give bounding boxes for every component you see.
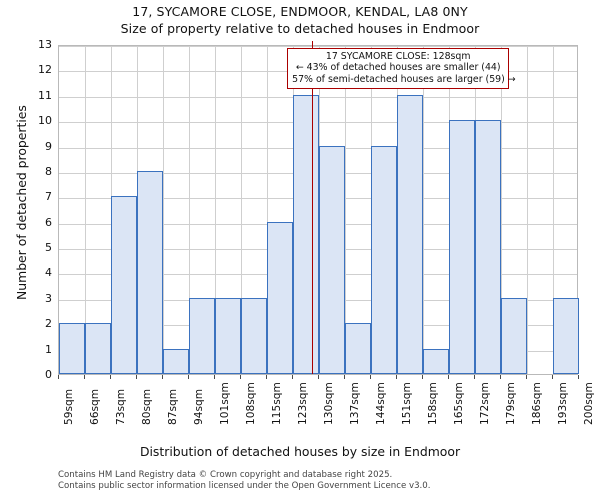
footer-line-1: Contains HM Land Registry data © Crown c… xyxy=(58,470,393,480)
gridline-vertical xyxy=(553,46,554,374)
histogram-bar xyxy=(345,323,371,374)
gridline-vertical xyxy=(215,46,216,374)
gridline-vertical xyxy=(267,46,268,374)
y-tick-label: 12 xyxy=(38,63,52,77)
x-tick-label: 123sqm xyxy=(296,382,309,425)
gridline-vertical xyxy=(189,46,190,374)
y-tick-label: 1 xyxy=(45,342,52,356)
x-tick-mark xyxy=(500,375,501,379)
x-tick-label: 158sqm xyxy=(426,382,439,425)
gridline-vertical xyxy=(345,46,346,374)
gridline-horizontal xyxy=(59,46,577,47)
y-tick-label: 13 xyxy=(38,38,52,51)
x-tick-mark xyxy=(318,375,319,379)
histogram-bar xyxy=(267,221,293,374)
histogram-bar xyxy=(189,297,215,374)
x-tick-mark xyxy=(474,375,475,379)
histogram-bar xyxy=(397,94,423,374)
histogram-bar xyxy=(371,145,397,374)
x-tick-label: 165sqm xyxy=(452,382,465,425)
footer-attribution: Contains HM Land Registry data © Crown c… xyxy=(58,470,430,491)
annotation-line-1: 17 SYCAMORE CLOSE: 128sqm xyxy=(325,51,471,62)
gridline-vertical xyxy=(85,46,86,374)
x-tick-label: 87sqm xyxy=(166,388,179,425)
x-tick-label: 186sqm xyxy=(530,382,543,425)
gridline-vertical xyxy=(241,46,242,374)
x-tick-label: 94sqm xyxy=(192,388,205,425)
x-tick-mark xyxy=(448,375,449,379)
x-tick-label: 144sqm xyxy=(374,382,387,425)
histogram-bar xyxy=(137,170,163,374)
x-tick-label: 73sqm xyxy=(114,388,127,425)
x-tick-mark xyxy=(292,375,293,379)
x-tick-label: 172sqm xyxy=(478,382,491,425)
x-tick-mark xyxy=(266,375,267,379)
histogram-bar xyxy=(449,120,475,374)
x-tick-label: 59sqm xyxy=(62,388,75,425)
x-tick-mark xyxy=(422,375,423,379)
histogram-bar xyxy=(553,297,579,374)
gridline-vertical xyxy=(163,46,164,374)
gridline-vertical xyxy=(527,46,528,374)
x-tick-label: 200sqm xyxy=(582,382,595,425)
x-tick-label: 101sqm xyxy=(218,382,231,425)
x-tick-mark xyxy=(552,375,553,379)
annotation-line-3: 57% of semi-detached houses are larger (… xyxy=(292,73,516,85)
x-tick-mark xyxy=(84,375,85,379)
histogram-bar xyxy=(59,323,85,374)
footer-line-2: Contains public sector information licen… xyxy=(58,480,431,491)
x-tick-label: 108sqm xyxy=(244,382,257,425)
plot-area xyxy=(58,41,579,375)
x-tick-mark xyxy=(396,375,397,379)
chart-title-line1: 17, SYCAMORE CLOSE, ENDMOOR, KENDAL, LA8… xyxy=(132,4,468,19)
x-tick-label: 179sqm xyxy=(504,382,517,425)
histogram-bar xyxy=(163,348,189,374)
x-tick-mark xyxy=(58,375,59,379)
x-tick-label: 130sqm xyxy=(322,382,335,425)
histogram-bar xyxy=(319,145,345,374)
property-size-marker-line xyxy=(311,41,314,374)
x-tick-label: 151sqm xyxy=(400,382,413,425)
chart-subtitle-line2: Size of property relative to detached ho… xyxy=(120,21,480,36)
histogram-bar xyxy=(241,297,267,374)
x-axis-title: Distribution of detached houses by size … xyxy=(139,444,461,459)
histogram-bar xyxy=(85,323,111,374)
x-tick-mark xyxy=(344,375,345,379)
x-tick-mark xyxy=(526,375,527,379)
y-tick-label: 0 xyxy=(45,368,52,381)
x-tick-mark xyxy=(578,375,579,379)
x-tick-label: 66sqm xyxy=(88,388,101,425)
histogram-bar xyxy=(215,297,241,374)
x-tick-label: 115sqm xyxy=(270,382,283,425)
x-tick-mark xyxy=(214,375,215,379)
gridline-vertical xyxy=(423,46,424,374)
x-tick-label: 137sqm xyxy=(348,382,361,425)
x-tick-mark xyxy=(110,375,111,379)
x-tick-label: 80sqm xyxy=(140,388,153,425)
y-tick-label: 11 xyxy=(38,88,52,102)
x-tick-mark xyxy=(136,375,137,379)
histogram-bar xyxy=(111,196,137,374)
x-tick-mark xyxy=(370,375,371,379)
histogram-bar xyxy=(423,348,449,374)
y-tick-label: 2 xyxy=(45,317,52,331)
histogram-bar xyxy=(293,94,319,374)
x-tick-mark xyxy=(162,375,163,379)
x-tick-mark xyxy=(188,375,189,379)
x-tick-mark xyxy=(240,375,241,379)
histogram-bar xyxy=(475,120,501,374)
y-axis-title: Number of detached properties xyxy=(14,105,29,300)
annotation-line-2: ← 43% of detached houses are smaller (44… xyxy=(295,62,501,74)
property-annotation-box: 17 SYCAMORE CLOSE: 128sqm ← 43% of detac… xyxy=(287,48,516,90)
gridline-vertical xyxy=(501,46,502,374)
histogram-bar xyxy=(501,297,527,374)
x-tick-label: 193sqm xyxy=(556,382,569,425)
